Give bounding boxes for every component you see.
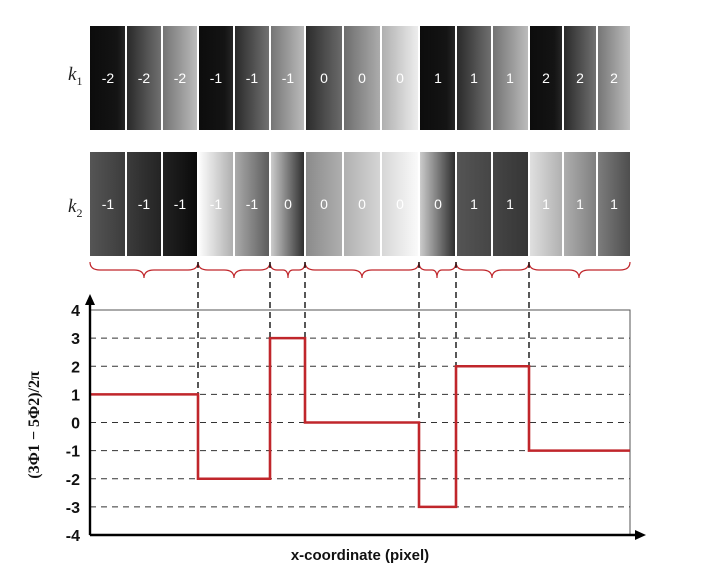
fringe-order-label: -1	[210, 196, 223, 212]
brace	[528, 261, 631, 279]
y-tick-label: -1	[66, 444, 80, 461]
fringe-order-label: -1	[174, 196, 187, 212]
k1-fringe-strip: -2 -2 -2 -1 -1 -1 0 0 0 1 1 1 2 2 2	[90, 26, 630, 130]
fringe-order-label: 1	[542, 196, 550, 212]
y-tick-label: -4	[66, 528, 80, 545]
y-tick-labels: 4 3 2 1 0 -1 -2 -3 -4	[66, 303, 80, 545]
fringe-order-label: 1	[576, 196, 584, 212]
boundary-connectors	[197, 262, 530, 422]
k1-band	[198, 26, 305, 130]
k2-band	[270, 152, 305, 256]
k2-label: k2	[68, 196, 82, 221]
y-tick-label: 4	[71, 303, 80, 320]
k1-label: k1	[68, 64, 82, 89]
fringe-order-label: 0	[284, 196, 292, 212]
y-tick-label: 1	[71, 387, 80, 404]
y-tick-label: 0	[71, 416, 80, 433]
fringe-order-label: -1	[102, 196, 115, 212]
fringe-order-label: 0	[434, 196, 442, 212]
k2-cell-separators	[125, 152, 598, 256]
k2-band	[419, 152, 456, 256]
fringe-order-label: -2	[102, 70, 115, 86]
fringe-order-label: 1	[470, 70, 478, 86]
k2-letter: k	[68, 196, 77, 217]
fringe-order-label: 0	[358, 196, 366, 212]
fringe-order-label: 0	[358, 70, 366, 86]
k2-band	[90, 152, 198, 256]
fringe-order-label: 1	[434, 70, 442, 86]
k1-fringe-orders: -2 -2 -2 -1 -1 -1 0 0 0 1 1 1 2 2 2	[102, 70, 618, 86]
k1-cell-separators	[125, 26, 598, 130]
fringe-order-label: 2	[576, 70, 584, 86]
brace	[89, 261, 199, 279]
brace	[269, 261, 306, 279]
fringe-order-label: 0	[320, 70, 328, 86]
fringe-order-label: 1	[470, 196, 478, 212]
fringe-order-label: 0	[396, 70, 404, 86]
fringe-order-label: -1	[138, 196, 151, 212]
y-tick-label: -3	[66, 500, 80, 517]
k2-subscript: 2	[76, 205, 83, 220]
brace	[197, 261, 271, 279]
k1-band	[529, 26, 630, 130]
fringe-order-label: 0	[320, 196, 328, 212]
plot-area: 4 3 2 1 0 -1 -2 -3 -4	[66, 294, 646, 545]
step-line-series	[90, 336, 630, 509]
axes	[85, 294, 646, 540]
y-tick-label: 3	[71, 331, 80, 348]
segment-braces	[89, 261, 631, 279]
brace	[455, 261, 530, 279]
y-tick-label: -2	[66, 472, 80, 489]
fringe-order-label: -1	[282, 70, 295, 86]
k2-band-overlay	[529, 152, 630, 256]
x-axis-arrow	[635, 530, 646, 540]
k1-subscript: 1	[76, 73, 83, 88]
fringe-order-label: 2	[610, 70, 618, 86]
brace	[304, 261, 420, 279]
fringe-order-label: 2	[542, 70, 550, 86]
k1-band	[90, 26, 198, 130]
fringe-order-label: 0	[396, 196, 404, 212]
k1-letter: k	[68, 64, 77, 85]
fringe-order-label: 1	[506, 70, 514, 86]
fringe-order-label: -1	[210, 70, 223, 86]
fringe-order-label: 1	[506, 196, 514, 212]
k2-band	[305, 152, 419, 256]
fringe-order-label: -1	[246, 70, 259, 86]
y-axis-arrow	[85, 294, 95, 305]
k1-band	[305, 26, 419, 130]
k2-fringe-orders: -1 -1 -1 -1 -1 0 0 0 0 0 1 1 1 1 1	[102, 196, 618, 212]
k2-fringe-strip: -1 -1 -1 -1 -1 0 0 0 0 0 1 1 1 1 1	[90, 152, 630, 256]
fringe-order-label: -2	[174, 70, 187, 86]
fringe-order-label: -1	[246, 196, 259, 212]
fringe-order-label: 1	[610, 196, 618, 212]
brace	[418, 261, 457, 279]
y-tick-label: 2	[71, 359, 80, 376]
x-axis-label: x-coordinate (pixel)	[290, 547, 430, 564]
fringe-order-label: -2	[138, 70, 151, 86]
k1-band	[419, 26, 529, 130]
